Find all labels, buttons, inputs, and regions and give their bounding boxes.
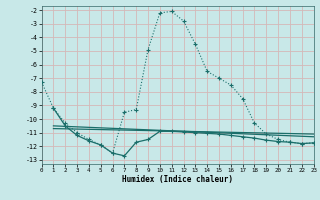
X-axis label: Humidex (Indice chaleur): Humidex (Indice chaleur) <box>122 175 233 184</box>
